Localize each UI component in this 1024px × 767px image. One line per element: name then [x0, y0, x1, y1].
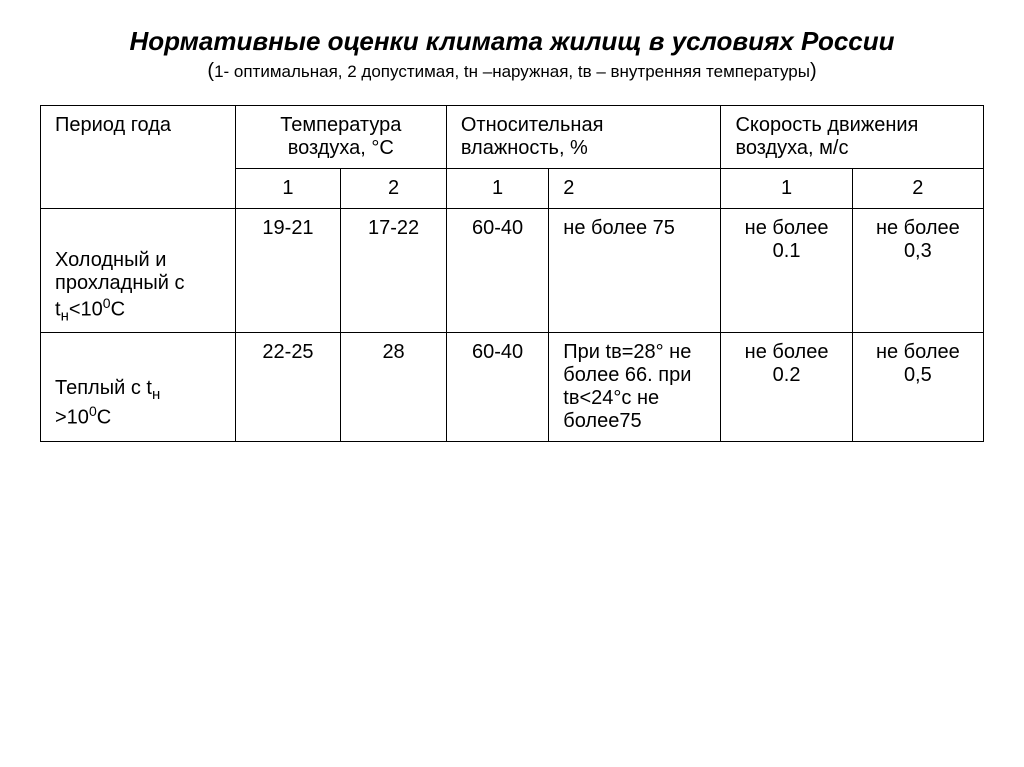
cell-air1: не более 0.2 [721, 333, 852, 442]
table-header-row: Период года Температура воздуха, °С Отно… [41, 105, 984, 168]
sub-temp-1: 1 [235, 168, 341, 208]
cell-hum2: При tв=28° не более 66. при tв<24°с не б… [549, 333, 721, 442]
col-airspeed: Скорость движения воздуха, м/с [721, 105, 984, 168]
table-row: Холодный и прохладный с tн<100С 19-21 17… [41, 208, 984, 333]
table-row: Теплый с tн >100С 22-25 28 60-40 При tв=… [41, 333, 984, 442]
sub-air-1: 1 [721, 168, 852, 208]
sub-temp-2: 2 [341, 168, 447, 208]
sub-air-2: 2 [852, 168, 983, 208]
col-humidity: Относительная влажность, % [446, 105, 721, 168]
cell-hum1: 60-40 [446, 333, 548, 442]
sub-hum-1: 1 [446, 168, 548, 208]
subtitle-paren-close: ) [810, 60, 817, 82]
sub-hum-2: 2 [549, 168, 721, 208]
page-subtitle: (1- оптимальная, 2 допустимая, tн –наруж… [40, 60, 984, 83]
col-temp: Температура воздуха, °С [235, 105, 446, 168]
cell-temp1: 22-25 [235, 333, 341, 442]
cell-air1: не более 0.1 [721, 208, 852, 333]
cell-period: Теплый с tн >100С [41, 333, 236, 442]
cell-air2: не более 0,5 [852, 333, 983, 442]
cell-period: Холодный и прохладный с tн<100С [41, 208, 236, 333]
cell-temp1: 19-21 [235, 208, 341, 333]
col-period: Период года [41, 105, 236, 208]
cell-hum2: не более 75 [549, 208, 721, 333]
climate-table: Период года Температура воздуха, °С Отно… [40, 105, 984, 443]
cell-hum1: 60-40 [446, 208, 548, 333]
cell-air2: не более 0,3 [852, 208, 983, 333]
cell-temp2: 17-22 [341, 208, 447, 333]
page-title: Нормативные оценки климата жилищ в услов… [40, 25, 984, 58]
subtitle-text: 1- оптимальная, 2 допустимая, tн –наружн… [214, 62, 810, 81]
cell-temp2: 28 [341, 333, 447, 442]
